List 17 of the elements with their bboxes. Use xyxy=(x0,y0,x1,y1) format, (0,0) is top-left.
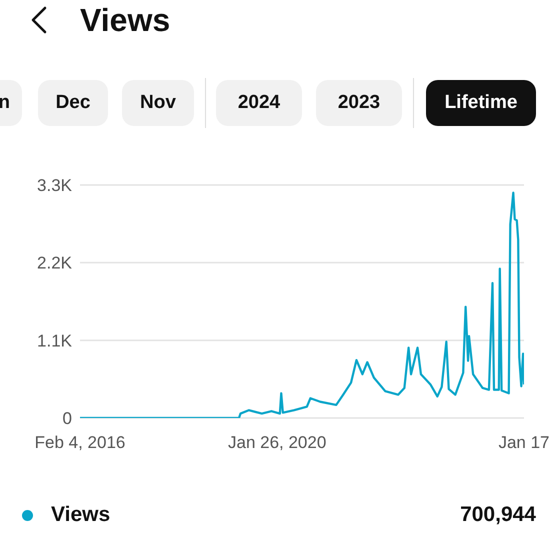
line-series xyxy=(80,192,524,418)
text: 700,944 xyxy=(460,503,536,527)
legend-label: Views xyxy=(51,503,110,527)
y-tick-label: 0 xyxy=(62,409,72,428)
text: 2023 xyxy=(316,80,402,126)
text: Lifetime xyxy=(426,80,536,126)
text: Nov xyxy=(122,80,194,126)
text: 2024 xyxy=(216,80,302,126)
x-tick-label: Jan 26, 2020 xyxy=(228,433,326,452)
y-tick-label: 3.3K xyxy=(37,176,73,196)
text: Dec xyxy=(38,80,108,126)
x-tick-label: Jan 17 xyxy=(498,433,550,452)
text: n xyxy=(0,80,22,126)
chart-title: Views xyxy=(80,1,170,40)
y-tick-label: 1.1K xyxy=(37,331,73,350)
y-tick-label: 2.2K xyxy=(37,254,73,273)
x-tick-label: Feb 4, 2016 xyxy=(34,433,126,452)
